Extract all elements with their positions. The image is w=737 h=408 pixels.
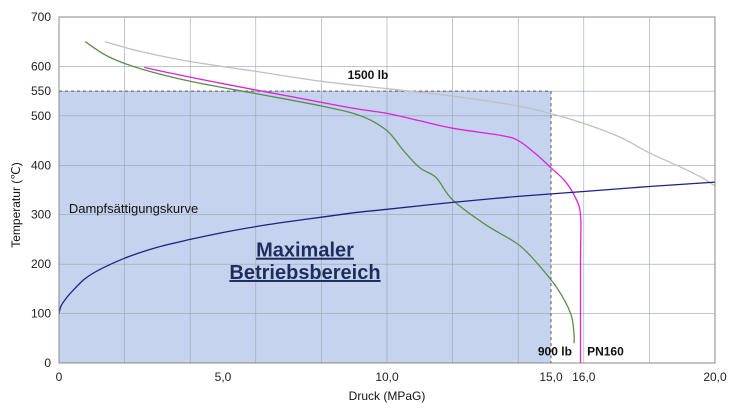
max-operating-region-outline <box>59 90 552 363</box>
series-line-900-lb <box>84 41 575 344</box>
x-tick-label: 5,0 <box>215 370 232 384</box>
y-tick-label: 700 <box>31 10 51 24</box>
y-tick-label: 600 <box>31 59 51 73</box>
y-tick-label: 400 <box>31 158 51 172</box>
series-line-dampfs-ttigungskurve <box>58 181 716 314</box>
x-tick-label: 0 <box>56 370 63 384</box>
series-line-1500-lb <box>104 41 716 187</box>
annotation-label: Dampfsättigungskurve <box>69 201 198 216</box>
region-label-line1: Maximaler <box>256 240 354 262</box>
plot-frame <box>58 16 716 364</box>
y-tick-label: 0 <box>44 356 51 370</box>
x-tick-labels: 0 5,0 10,0 15,0 16,0 20,0 <box>56 370 727 384</box>
x-axis-title: Druck (MPaG) <box>349 389 426 403</box>
annotation-label: 1500 lb <box>348 68 389 82</box>
y-axis-title: Temperatur (℃) <box>9 162 23 248</box>
y-tick-label: 500 <box>31 109 51 123</box>
x-tick-label: 15,0 <box>539 370 563 384</box>
x-tick-label: 16,0 <box>572 370 596 384</box>
series-lines <box>58 41 716 363</box>
x-tick-label: 20,0 <box>703 370 727 384</box>
y-tick-label: 100 <box>31 307 51 321</box>
annotations: 1500 lb 900 lb PN160 Dampfsättigungskurve <box>69 68 624 359</box>
y-tick-label: 550 <box>31 84 51 98</box>
vertical-gridlines <box>124 17 650 363</box>
series-line-pn160 <box>144 66 582 363</box>
region-label-line2: Betriebsbereich <box>229 262 380 284</box>
annotation-label: PN160 <box>587 345 624 359</box>
x-tick-label: 10,0 <box>375 370 399 384</box>
y-tick-label: 300 <box>31 208 51 222</box>
y-tick-label: 200 <box>31 257 51 271</box>
y-tick-labels: 0 100 200 300 400 500 550 600 700 <box>31 10 51 370</box>
annotation-label: 900 lb <box>538 345 572 359</box>
max-operating-region <box>59 91 551 364</box>
